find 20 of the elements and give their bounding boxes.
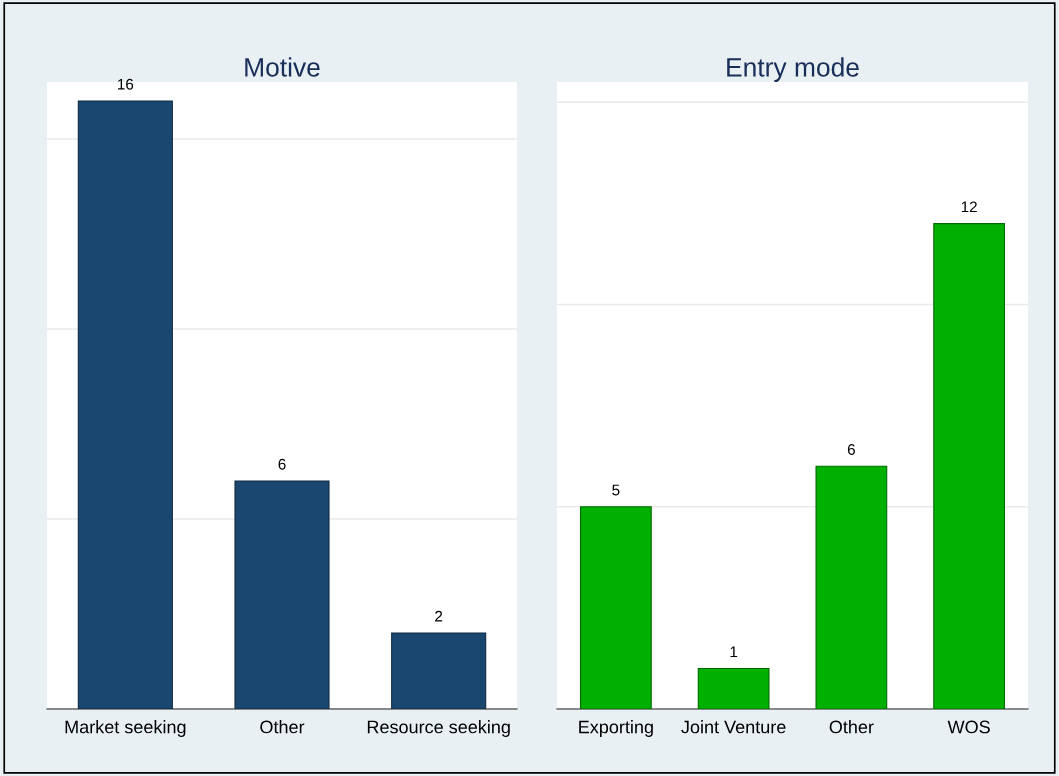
data-label: 12 [961,201,977,213]
data-label: 16 [118,78,134,90]
chart-title: Entry mode [727,57,859,82]
x-tick-label: Resource seeking [367,720,510,737]
chart-title: Motive [245,57,320,77]
x-tick-label: Exporting [579,720,653,737]
data-label: 5 [612,484,620,496]
bar [933,223,1006,709]
x-tick-label: Other [829,720,874,734]
bar [697,667,770,709]
bar [579,506,652,709]
x-tick-label: WOS [947,720,990,734]
data-label: 1 [730,646,738,658]
bar [815,465,888,709]
data-label: 2 [435,610,443,622]
x-tick-label: Joint Venture [681,720,786,734]
data-label: 6 [278,458,286,470]
x-tick-label: Other [260,720,305,734]
data-label: 6 [847,444,855,455]
x-tick-label: Market seeking [65,720,186,737]
